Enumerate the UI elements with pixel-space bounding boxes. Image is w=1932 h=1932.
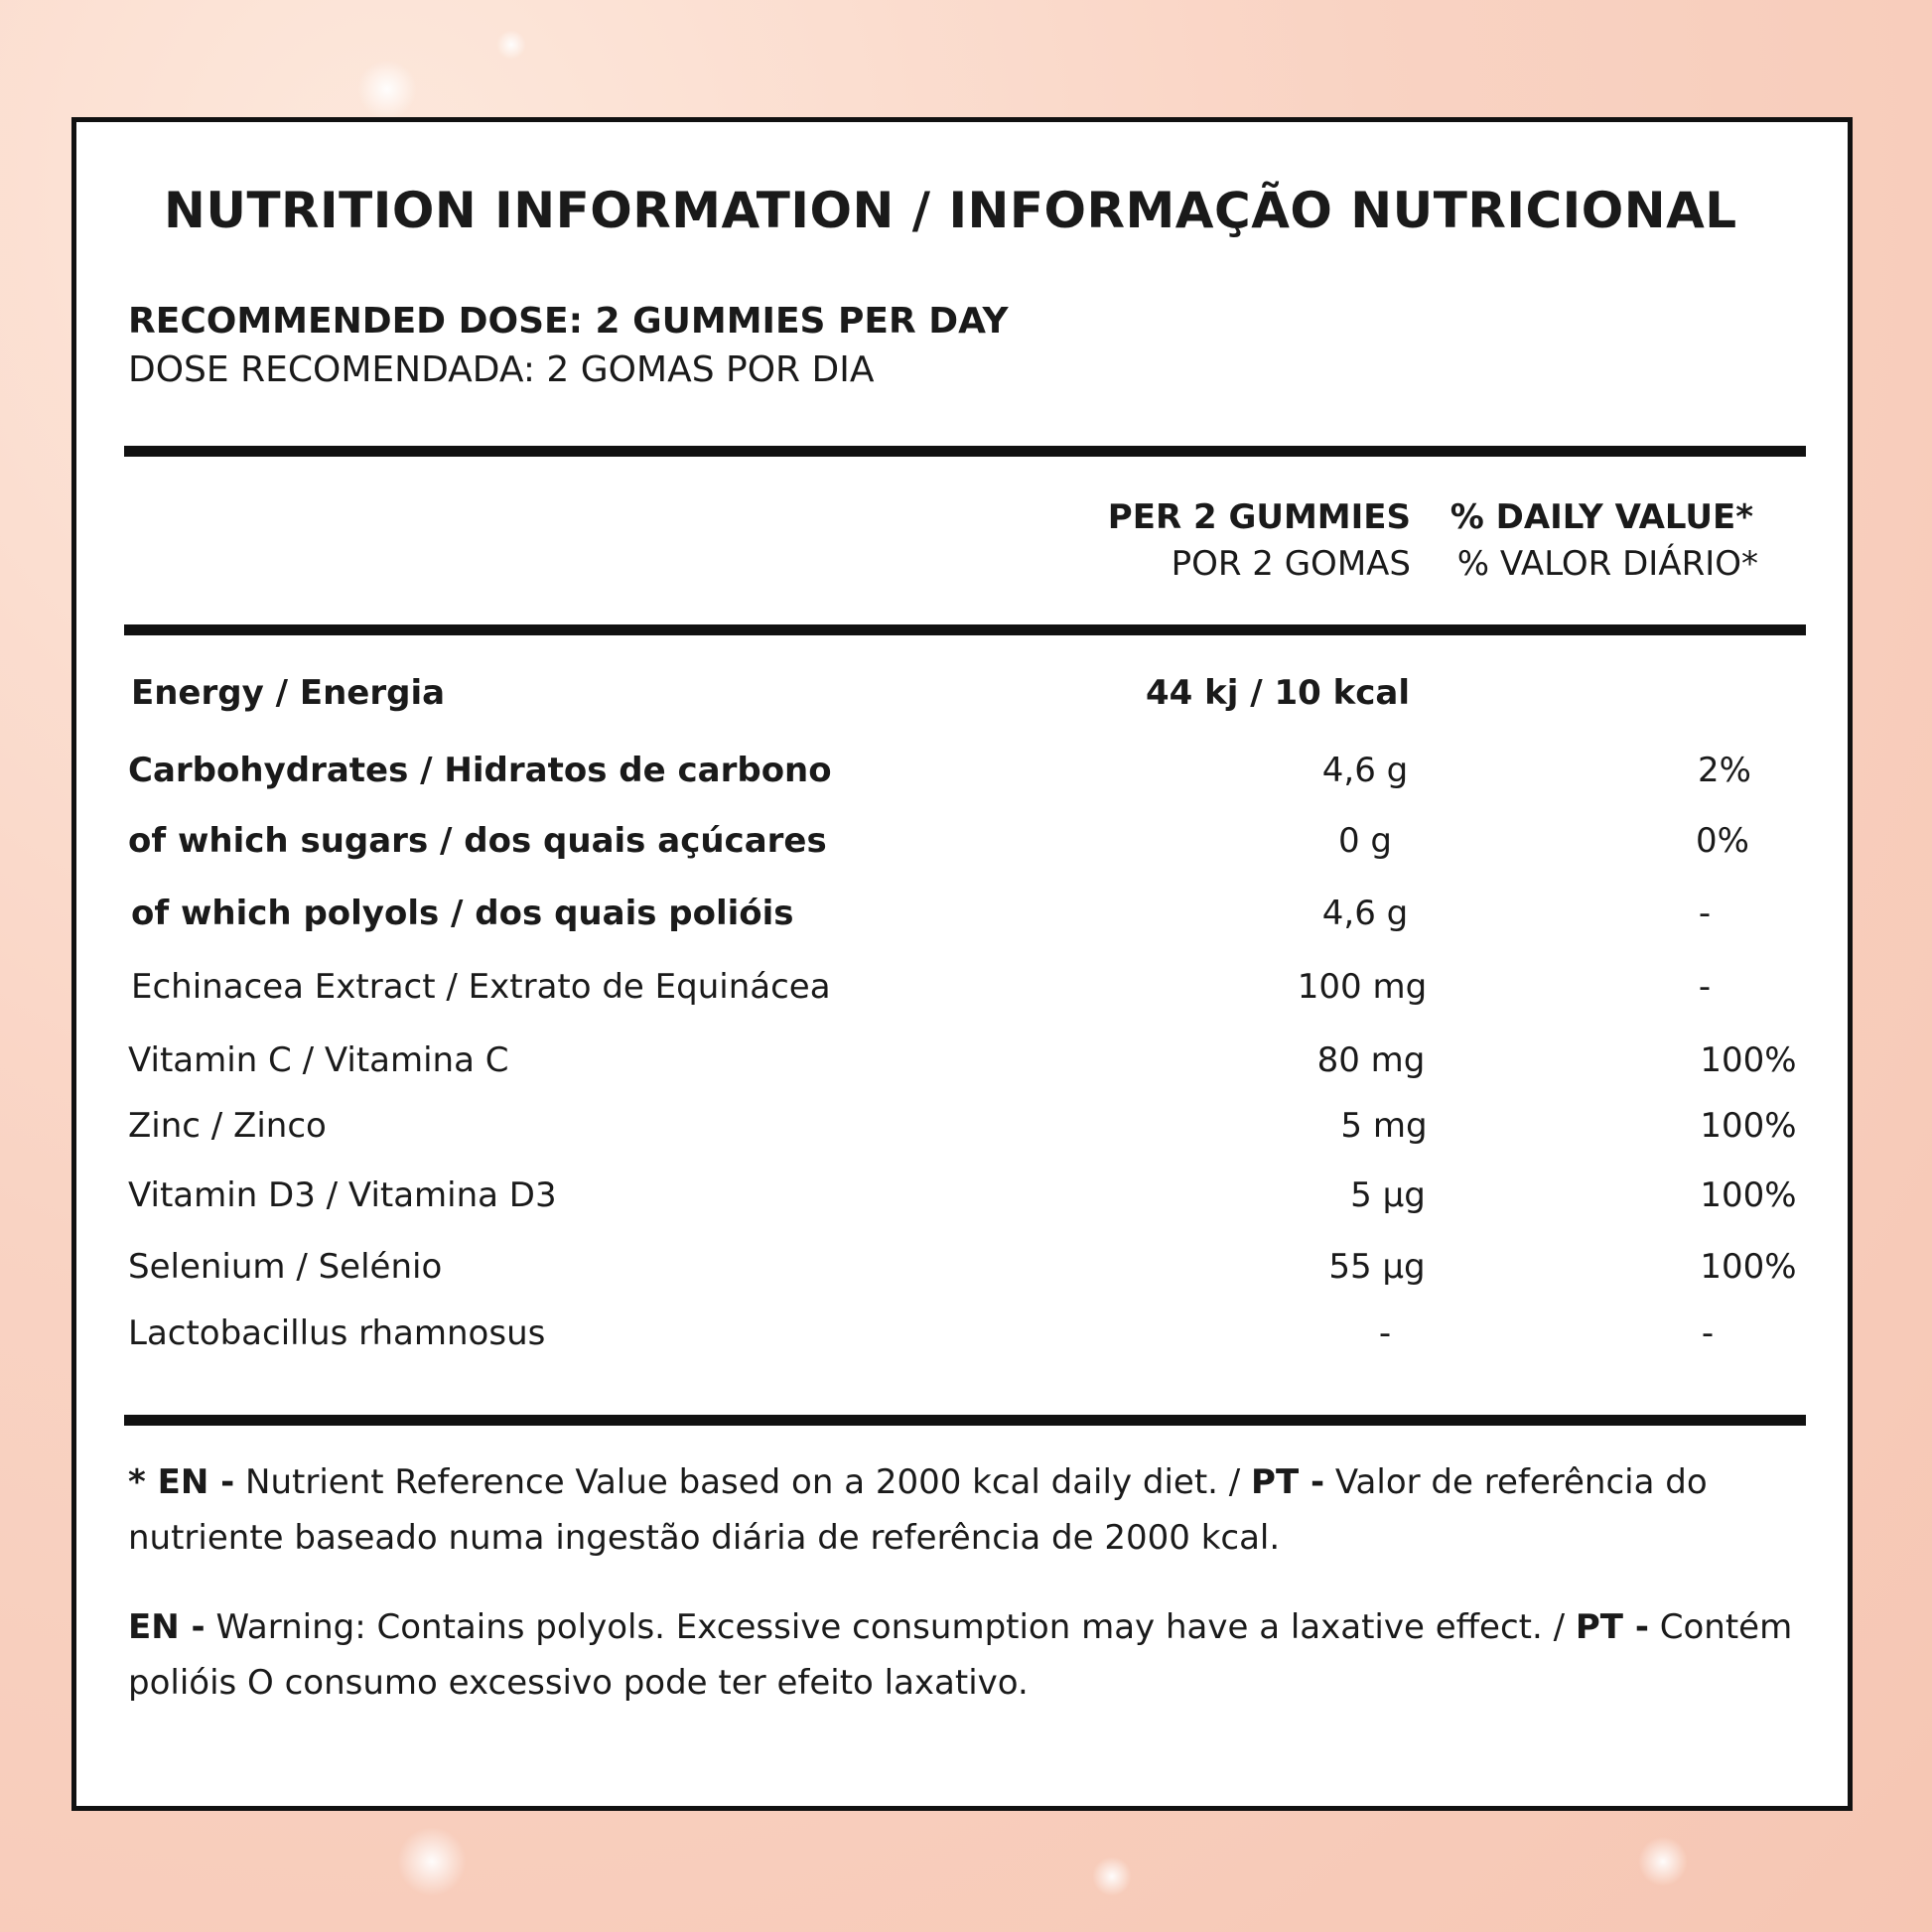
sparkle-decoration (1638, 1837, 1688, 1886)
row-name: of which polyols / dos quais polióis (131, 894, 794, 933)
col-per-en: PER 2 GUMMIES (1107, 497, 1411, 537)
row-dv: 100% (1700, 1040, 1797, 1080)
row-value: 0 g (1337, 821, 1393, 861)
dose-en: RECOMMENDED DOSE: 2 GUMMIES PER DAY (128, 301, 1009, 342)
row-dv: 100% (1700, 1106, 1797, 1146)
footnote-en-tag: * EN - (128, 1462, 235, 1502)
sparkle-decoration (357, 60, 417, 119)
divider-top (124, 446, 1806, 457)
sparkle-decoration (397, 1827, 467, 1896)
row-value: 44 kj / 10 kcal (1145, 673, 1411, 713)
divider-bottom (124, 1415, 1806, 1426)
warning-en-text: Warning: Contains polyols. Excessive con… (205, 1607, 1576, 1647)
row-dv: - (1698, 894, 1712, 933)
warning: EN - Warning: Contains polyols. Excessiv… (128, 1599, 1816, 1711)
col-per-pt: POR 2 GOMAS (1171, 544, 1411, 584)
row-name: Vitamin C / Vitamina C (128, 1040, 509, 1080)
row-value: - (1378, 1313, 1392, 1353)
warning-pt-text: Contém polióis O consumo excessivo pode … (128, 1607, 1793, 1703)
divider-header (124, 624, 1806, 635)
footnote-en-text: Nutrient Reference Value based on a 2000… (234, 1462, 1252, 1502)
footnote: * EN - Nutrient Reference Value based on… (128, 1454, 1816, 1566)
row-value: 4,6 g (1321, 751, 1409, 790)
row-name: of which sugars / dos quais açúcares (128, 821, 827, 861)
row-dv: - (1701, 1313, 1715, 1353)
row-dv: 100% (1700, 1247, 1797, 1287)
row-name: Lactobacillus rhamnosus (128, 1313, 546, 1353)
row-name: Carbohydrates / Hidratos de carbono (128, 751, 832, 790)
row-name: Selenium / Selénio (128, 1247, 443, 1287)
nutrition-panel: NUTRITION INFORMATION / INFORMAÇÃO NUTRI… (71, 117, 1853, 1811)
row-dv: 2% (1698, 751, 1751, 790)
row-dv: 0% (1696, 821, 1749, 861)
dose-pt: DOSE RECOMENDADA: 2 GOMAS POR DIA (128, 349, 875, 390)
row-name: Vitamin D3 / Vitamina D3 (128, 1175, 557, 1215)
row-value: 5 µg (1350, 1175, 1426, 1215)
row-name: Echinacea Extract / Extrato de Equinácea (131, 967, 831, 1007)
sparkle-decoration (1092, 1857, 1132, 1896)
page-title: NUTRITION INFORMATION / INFORMAÇÃO NUTRI… (164, 182, 1737, 239)
footnote-pt-text: Valor de referência do nutriente baseado… (128, 1462, 1708, 1558)
col-dv-pt: % VALOR DIÁRIO* (1456, 544, 1758, 584)
warning-pt-tag: PT - (1575, 1607, 1649, 1647)
col-dv-en: % DAILY VALUE* (1449, 497, 1753, 537)
sparkle-decoration (496, 30, 526, 60)
footnote-pt-tag: PT - (1251, 1462, 1325, 1502)
row-value: 100 mg (1297, 967, 1428, 1007)
row-value: 4,6 g (1321, 894, 1409, 933)
row-name: Zinc / Zinco (128, 1106, 327, 1146)
row-value: 80 mg (1316, 1040, 1426, 1080)
row-value: 5 mg (1340, 1106, 1428, 1146)
row-name: Energy / Energia (131, 673, 446, 713)
warning-en-tag: EN - (128, 1607, 206, 1647)
row-value: 55 µg (1328, 1247, 1426, 1287)
row-dv: 100% (1700, 1175, 1797, 1215)
row-dv: - (1698, 967, 1712, 1007)
